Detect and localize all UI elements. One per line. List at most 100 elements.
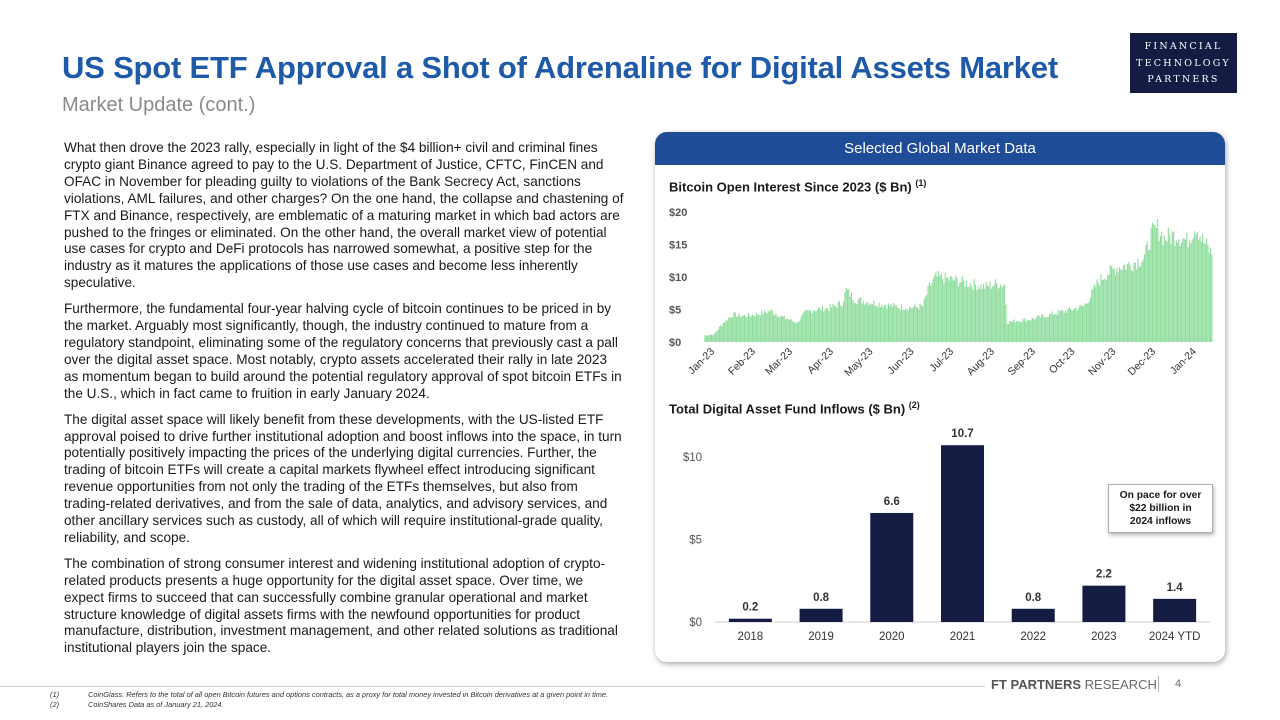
oi-bar (1182, 238, 1184, 342)
oi-bar (912, 306, 915, 342)
oi-bar (729, 316, 731, 342)
oi-bar (922, 306, 924, 342)
oi-x-tick-label: Mar-23 (763, 346, 795, 378)
oi-bar (837, 302, 839, 342)
oi-bar (828, 310, 830, 342)
fund-x-tick-label: 2022 (1020, 631, 1046, 643)
oi-bar (978, 289, 981, 342)
oi-bar (939, 275, 941, 342)
oi-bar (1211, 254, 1213, 342)
oi-bar (1113, 268, 1115, 342)
oi-bar (716, 331, 718, 342)
oi-bar (894, 304, 896, 342)
oi-bar (956, 277, 958, 342)
oi-x-tick-label: Jun-23 (885, 346, 916, 377)
oi-bar (853, 302, 855, 342)
oi-bar (1025, 321, 1027, 342)
oi-bar (1142, 259, 1144, 342)
oi-bar (968, 287, 970, 342)
oi-bar (1154, 225, 1156, 342)
oi-bar (1037, 315, 1039, 342)
oi-bar (710, 334, 713, 342)
oi-bar (881, 305, 883, 342)
oi-bar (722, 322, 724, 342)
oi-bar (963, 280, 965, 342)
oi-bar (1018, 320, 1020, 342)
oi-bar (1101, 279, 1103, 342)
oi-x-tick-label: Sep-23 (1006, 346, 1039, 379)
fund-bar (728, 618, 772, 622)
oi-bar (1118, 267, 1121, 342)
fund-y-tick-label: $0 (689, 617, 702, 629)
oi-bar (771, 310, 773, 342)
oi-bar (1109, 264, 1111, 342)
oi-bar (1030, 320, 1032, 342)
oi-bar (1207, 244, 1209, 342)
oi-bar (1034, 319, 1036, 342)
footer-brand-rest: RESEARCH (1081, 677, 1157, 692)
oi-bar (1096, 279, 1098, 342)
oi-bar (741, 316, 743, 342)
oi-bar (928, 282, 930, 342)
footer-brand-bold: FT PARTNERS (991, 677, 1082, 692)
oi-bar (1064, 310, 1066, 342)
open-interest-chart-title: Bitcoin Open Interest Since 2023 ($ Bn) … (669, 178, 926, 194)
fund-value-label: 0.8 (1025, 592, 1042, 604)
oi-bar (792, 321, 794, 342)
oi-bar (955, 275, 957, 342)
oi-bar (916, 307, 919, 342)
oi-bar (1048, 313, 1051, 342)
oi-bar (1166, 241, 1168, 342)
fund-x-tick-label: 2023 (1091, 631, 1117, 643)
oi-bar (984, 288, 986, 342)
oi-bar (1076, 310, 1078, 342)
oi-bar (1126, 263, 1128, 342)
oi-bar (1149, 249, 1151, 342)
open-interest-title-text: Bitcoin Open Interest Since 2023 ($ Bn) (669, 179, 912, 195)
oi-bar (1128, 262, 1130, 342)
oi-bar (1039, 317, 1041, 342)
oi-bar (996, 282, 998, 342)
oi-bar (976, 290, 978, 342)
oi-bar (763, 310, 765, 342)
oi-bar (770, 309, 772, 342)
open-interest-title-note: (1) (915, 178, 927, 188)
oi-bar (1015, 320, 1018, 342)
oi-bar (844, 292, 846, 342)
fund-value-label: 6.6 (884, 496, 900, 508)
oi-bar (1124, 264, 1126, 342)
body-paragraph: The combination of strong consumer inter… (64, 555, 618, 656)
oi-bar (1010, 321, 1012, 342)
oi-bar (1022, 318, 1024, 342)
oi-bar (1062, 310, 1064, 342)
oi-bar (1002, 285, 1004, 342)
oi-bar (918, 309, 920, 342)
oi-bar (1188, 239, 1191, 342)
oi-bar (1041, 314, 1043, 342)
oi-bar (945, 278, 948, 342)
oi-bar (1170, 243, 1172, 342)
oi-bar (1089, 297, 1091, 342)
fund-x-tick-label: 2018 (738, 631, 764, 643)
oi-bar (787, 319, 789, 342)
oi-bar (839, 301, 841, 342)
oi-bar (728, 317, 730, 342)
oi-bar (742, 315, 744, 342)
oi-bar (1202, 233, 1204, 342)
oi-bar (911, 308, 913, 342)
oi-bar (1120, 269, 1122, 342)
oi-bar (841, 306, 843, 342)
oi-bar (791, 320, 793, 342)
oi-bar (1147, 250, 1150, 342)
oi-bar (1019, 322, 1022, 342)
oi-bar (732, 317, 734, 342)
oi-bar (738, 312, 740, 342)
oi-bar (907, 310, 909, 342)
oi-y-tick-label: $15 (669, 240, 687, 252)
oi-bar (786, 318, 788, 342)
oi-bar (848, 289, 850, 342)
oi-bar (1063, 312, 1065, 342)
page-subtitle: Market Update (cont.) (62, 94, 256, 116)
footnotes: (1) CoinGlass. Refers to the total of all… (50, 690, 608, 710)
fund-inflows-chart-title: Total Digital Asset Fund Inflows ($ Bn) … (669, 400, 920, 416)
